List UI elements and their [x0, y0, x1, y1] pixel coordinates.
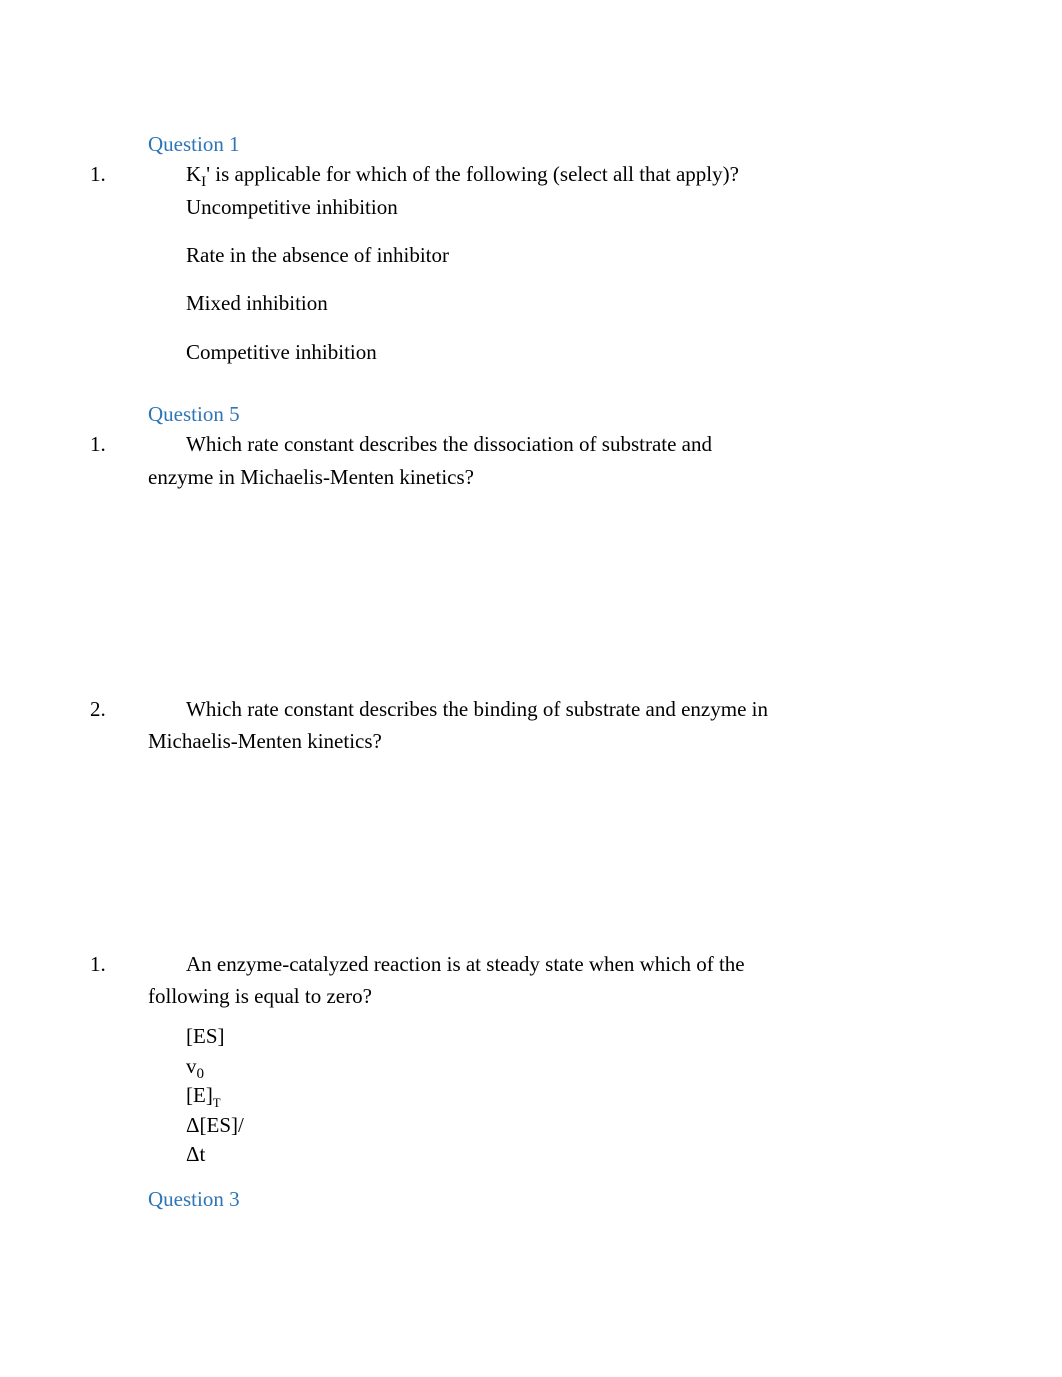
q1-option-1: Uncompetitive inhibition	[186, 193, 952, 221]
steady-state-row: 1. An enzyme-catalyzed reaction is at st…	[90, 950, 952, 978]
q1-stem-prefix: K	[186, 162, 201, 186]
question-5-sub2-stem-line2: Michaelis-Menten kinetics?	[148, 727, 952, 755]
question-1-number: 1.	[90, 160, 118, 188]
question-5-sub1-number: 1.	[90, 430, 118, 458]
q1-option-4: Competitive inhibition	[186, 338, 952, 366]
question-5-sub2-stem-line1: Which rate constant describes the bindin…	[186, 695, 768, 723]
question-5-sub1-row: 1. Which rate constant describes the dis…	[90, 430, 952, 458]
steady-option-d-line1: Δ[ES]/	[186, 1111, 306, 1139]
steady-option-b: v0	[186, 1052, 306, 1080]
q1-option-3: Mixed inhibition	[186, 289, 952, 317]
question-5-sub2-number: 2.	[90, 695, 118, 723]
steady-state-number: 1.	[90, 950, 118, 978]
steady-option-c-sub: T	[213, 1096, 221, 1110]
steady-option-b-sub: 0	[197, 1066, 205, 1082]
steady-option-c: [E]T	[186, 1081, 306, 1109]
steady-state-stem-line1: An enzyme-catalyzed reaction is at stead…	[186, 950, 745, 978]
question-5-sub2-row: 2. Which rate constant describes the bin…	[90, 695, 952, 723]
q1-stem-suffix: ' is applicable for which of the followi…	[206, 162, 739, 186]
steady-option-b-pre: v	[186, 1054, 197, 1078]
steady-state-stem-line2: following is equal to zero?	[148, 982, 952, 1010]
question-5-sub1-stem-line1: Which rate constant describes the dissoc…	[186, 430, 712, 458]
q1-option-2: Rate in the absence of inhibitor	[186, 241, 486, 269]
question-5-sub1-stem-line2: enzyme in Michaelis-Menten kinetics?	[148, 463, 952, 491]
question-5-heading: Question 5	[148, 400, 952, 428]
question-3-heading: Question 3	[148, 1185, 952, 1213]
steady-option-a: [ES]	[186, 1022, 306, 1050]
steady-option-c-pre: [E]	[186, 1083, 213, 1107]
question-1-row: 1. KI' is applicable for which of the fo…	[90, 160, 952, 188]
question-1-stem: KI' is applicable for which of the follo…	[186, 160, 739, 188]
steady-option-d-line2: Δt	[186, 1140, 306, 1168]
question-1-heading: Question 1	[148, 130, 952, 158]
